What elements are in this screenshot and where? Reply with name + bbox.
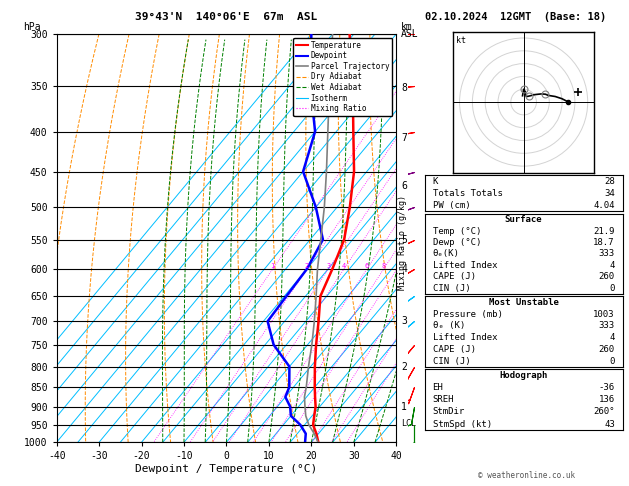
Text: 1: 1 <box>401 401 407 412</box>
Text: 260°: 260° <box>593 407 615 417</box>
Text: 333: 333 <box>599 249 615 259</box>
Text: 8: 8 <box>401 83 407 93</box>
Text: kt: kt <box>456 36 466 45</box>
Text: 2: 2 <box>305 263 309 269</box>
Text: StmDir: StmDir <box>433 407 465 417</box>
Text: 43: 43 <box>604 419 615 429</box>
Text: 7: 7 <box>401 133 407 143</box>
Text: Lifted Index: Lifted Index <box>433 261 497 270</box>
Text: 5: 5 <box>401 235 407 244</box>
Text: Pressure (mb): Pressure (mb) <box>433 310 503 319</box>
Text: 4: 4 <box>610 261 615 270</box>
Text: LCL: LCL <box>401 418 416 428</box>
Text: K: K <box>433 176 438 186</box>
Text: 1003: 1003 <box>593 310 615 319</box>
Text: 4.04: 4.04 <box>593 201 615 210</box>
Text: 4: 4 <box>610 333 615 342</box>
Text: 260: 260 <box>599 345 615 354</box>
Text: Mixing Ratio (g/kg): Mixing Ratio (g/kg) <box>398 195 407 291</box>
Text: PW (cm): PW (cm) <box>433 201 470 210</box>
Text: 21.9: 21.9 <box>593 226 615 236</box>
Text: Most Unstable: Most Unstable <box>489 298 559 307</box>
Text: CIN (J): CIN (J) <box>433 357 470 365</box>
Text: 260: 260 <box>599 272 615 281</box>
Text: 39°43'N  140°06'E  67m  ASL: 39°43'N 140°06'E 67m ASL <box>135 12 318 22</box>
Text: 6: 6 <box>401 181 407 191</box>
Text: CAPE (J): CAPE (J) <box>433 272 476 281</box>
Text: Surface: Surface <box>505 215 542 224</box>
Text: 4: 4 <box>342 263 346 269</box>
Text: ASL: ASL <box>401 29 419 39</box>
Text: 0: 0 <box>610 284 615 293</box>
Text: 8: 8 <box>381 263 386 269</box>
Text: Temp (°C): Temp (°C) <box>433 226 481 236</box>
Text: 02.10.2024  12GMT  (Base: 18): 02.10.2024 12GMT (Base: 18) <box>425 12 606 22</box>
Text: 34: 34 <box>604 189 615 198</box>
Text: CAPE (J): CAPE (J) <box>433 345 476 354</box>
Legend: Temperature, Dewpoint, Parcel Trajectory, Dry Adiabat, Wet Adiabat, Isotherm, Mi: Temperature, Dewpoint, Parcel Trajectory… <box>293 38 392 116</box>
Text: 3: 3 <box>326 263 330 269</box>
Text: SREH: SREH <box>433 395 454 404</box>
Text: 1: 1 <box>270 263 275 269</box>
Text: km: km <box>401 22 413 32</box>
Text: © weatheronline.co.uk: © weatheronline.co.uk <box>478 471 576 480</box>
Text: 0: 0 <box>610 357 615 365</box>
Text: EH: EH <box>433 383 443 392</box>
Text: Dewp (°C): Dewp (°C) <box>433 238 481 247</box>
Text: 18.7: 18.7 <box>593 238 615 247</box>
Text: CIN (J): CIN (J) <box>433 284 470 293</box>
Text: -36: -36 <box>599 383 615 392</box>
Text: Hodograph: Hodograph <box>499 371 548 380</box>
Text: 2: 2 <box>401 362 407 372</box>
Text: 136: 136 <box>599 395 615 404</box>
Text: Lifted Index: Lifted Index <box>433 333 497 342</box>
Text: StmSpd (kt): StmSpd (kt) <box>433 419 492 429</box>
Text: 333: 333 <box>599 321 615 330</box>
Text: 6: 6 <box>365 263 369 269</box>
Text: θₑ (K): θₑ (K) <box>433 321 465 330</box>
Text: θₑ(K): θₑ(K) <box>433 249 459 259</box>
Text: Totals Totals: Totals Totals <box>433 189 503 198</box>
Text: 3: 3 <box>401 316 407 326</box>
Text: 28: 28 <box>604 176 615 186</box>
Text: hPa: hPa <box>23 22 41 32</box>
X-axis label: Dewpoint / Temperature (°C): Dewpoint / Temperature (°C) <box>135 464 318 474</box>
Text: 4: 4 <box>401 264 407 274</box>
